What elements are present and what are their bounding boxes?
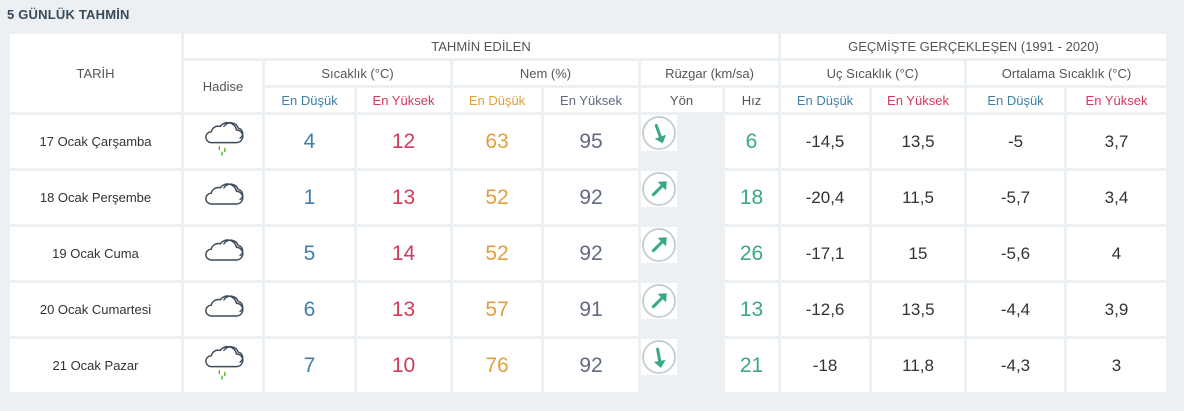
temp-min: 1 [265, 171, 354, 224]
arrow-northeast-icon [641, 171, 677, 207]
wind-direction-cell [641, 115, 677, 151]
humidity-min: 63 [453, 115, 541, 168]
rain-cloud-icon [200, 345, 246, 381]
header-ruzgar: Rüzgar (km/sa) [641, 61, 778, 85]
cloud-icon [200, 177, 246, 213]
wind-direction-cell [641, 227, 677, 263]
humidity-max: 95 [544, 115, 638, 168]
weather-icon-cell [184, 339, 262, 392]
humidity-min: 52 [453, 171, 541, 224]
temp-max: 10 [357, 339, 450, 392]
average-min: -4,3 [967, 339, 1064, 392]
header-sicaklik-en-dusuk: En Düşük [265, 88, 354, 112]
wind-speed: 6 [725, 115, 778, 168]
average-min: -5,7 [967, 171, 1064, 224]
row-date: 21 Ocak Pazar [10, 339, 181, 392]
humidity-min: 52 [453, 227, 541, 280]
section-title: 5 GÜNLÜK TAHMİN [7, 7, 130, 22]
extreme-min: -20,4 [781, 171, 869, 224]
table-row: 20 Ocak Cumartesi 6 13 57 91 13 -12,6 13,5 -4,4 3… [10, 283, 1166, 336]
wind-speed: 13 [725, 283, 778, 336]
header-hiz: Hız [725, 88, 778, 112]
row-date: 19 Ocak Cuma [10, 227, 181, 280]
header-nem-en-dusuk: En Düşük [453, 88, 541, 112]
header-gecmiste-gerceklesen: GEÇMİŞTE GERÇEKLEŞEN (1991 - 2020) [781, 34, 1166, 58]
extreme-max: 11,8 [872, 339, 964, 392]
temp-max: 13 [357, 171, 450, 224]
row-date: 17 Ocak Çarşamba [10, 115, 181, 168]
header-sicaklik: Sıcaklık (°C) [265, 61, 450, 85]
extreme-min: -14,5 [781, 115, 869, 168]
table-row: 17 Ocak Çarşamba 4 12 63 95 6 -14,5 13,5 -5 3,7 [10, 115, 1166, 168]
average-min: -5 [967, 115, 1064, 168]
header-nem-en-yuksek: En Yüksek [544, 88, 638, 112]
wind-direction-cell [641, 283, 677, 319]
temp-max: 14 [357, 227, 450, 280]
weather-icon-cell [184, 115, 262, 168]
temp-min: 5 [265, 227, 354, 280]
header-nem: Nem (%) [453, 61, 638, 85]
average-min: -4,4 [967, 283, 1064, 336]
extreme-min: -17,1 [781, 227, 869, 280]
extreme-min: -18 [781, 339, 869, 392]
cloud-icon [200, 233, 246, 269]
temp-min: 7 [265, 339, 354, 392]
header-ortalama-en-yuksek: En Yüksek [1067, 88, 1166, 112]
humidity-min: 57 [453, 283, 541, 336]
weather-icon-cell [184, 283, 262, 336]
extreme-max: 11,5 [872, 171, 964, 224]
average-max: 4 [1067, 227, 1166, 280]
temp-min: 6 [265, 283, 354, 336]
row-date: 20 Ocak Cumartesi [10, 283, 181, 336]
temp-max: 12 [357, 115, 450, 168]
average-min: -5,6 [967, 227, 1064, 280]
extreme-min: -12,6 [781, 283, 869, 336]
header-yon: Yön [641, 88, 722, 112]
header-uc-en-yuksek: En Yüksek [872, 88, 964, 112]
wind-speed: 26 [725, 227, 778, 280]
header-tarih: TARİH [10, 34, 181, 112]
wind-direction-cell [641, 171, 677, 207]
arrow-south-icon [641, 339, 677, 375]
arrow-northeast-icon [641, 283, 677, 319]
extreme-max: 15 [872, 227, 964, 280]
rain-cloud-icon [200, 121, 246, 157]
temp-max: 13 [357, 283, 450, 336]
wind-speed: 18 [725, 171, 778, 224]
humidity-min: 76 [453, 339, 541, 392]
arrow-northeast-icon [641, 227, 677, 263]
row-date: 18 Ocak Perşembe [10, 171, 181, 224]
cloud-icon [200, 289, 246, 325]
extreme-max: 13,5 [872, 115, 964, 168]
extreme-max: 13,5 [872, 283, 964, 336]
weather-icon-cell [184, 171, 262, 224]
temp-min: 4 [265, 115, 354, 168]
header-hadise: Hadise [184, 61, 262, 112]
weather-icon-cell [184, 227, 262, 280]
humidity-max: 91 [544, 283, 638, 336]
humidity-max: 92 [544, 227, 638, 280]
humidity-max: 92 [544, 339, 638, 392]
header-ortalama-en-dusuk: En Düşük [967, 88, 1064, 112]
table-row: 19 Ocak Cuma 5 14 52 92 26 -17,1 15 -5,6 4 [10, 227, 1166, 280]
header-sicaklik-en-yuksek: En Yüksek [357, 88, 450, 112]
average-max: 3,4 [1067, 171, 1166, 224]
forecast-table: TARİH TAHMİN EDİLEN GEÇMİŞTE GERÇEKLEŞEN… [7, 31, 1169, 395]
average-max: 3,9 [1067, 283, 1166, 336]
table-row: 18 Ocak Perşembe 1 13 52 92 18 -20,4 11,5 -5,7 3,… [10, 171, 1166, 224]
arrow-south-icon [641, 115, 677, 151]
header-tahmin-edilen: TAHMİN EDİLEN [184, 34, 778, 58]
header-uc-en-dusuk: En Düşük [781, 88, 869, 112]
humidity-max: 92 [544, 171, 638, 224]
average-max: 3 [1067, 339, 1166, 392]
header-ortalama-sicaklik: Ortalama Sıcaklık (°C) [967, 61, 1166, 85]
header-uc-sicaklik: Uç Sıcaklık (°C) [781, 61, 964, 85]
average-max: 3,7 [1067, 115, 1166, 168]
wind-direction-cell [641, 339, 677, 375]
wind-speed: 21 [725, 339, 778, 392]
table-row: 21 Ocak Pazar 7 10 76 92 21 -18 11,8 -4,3 3 [10, 339, 1166, 392]
